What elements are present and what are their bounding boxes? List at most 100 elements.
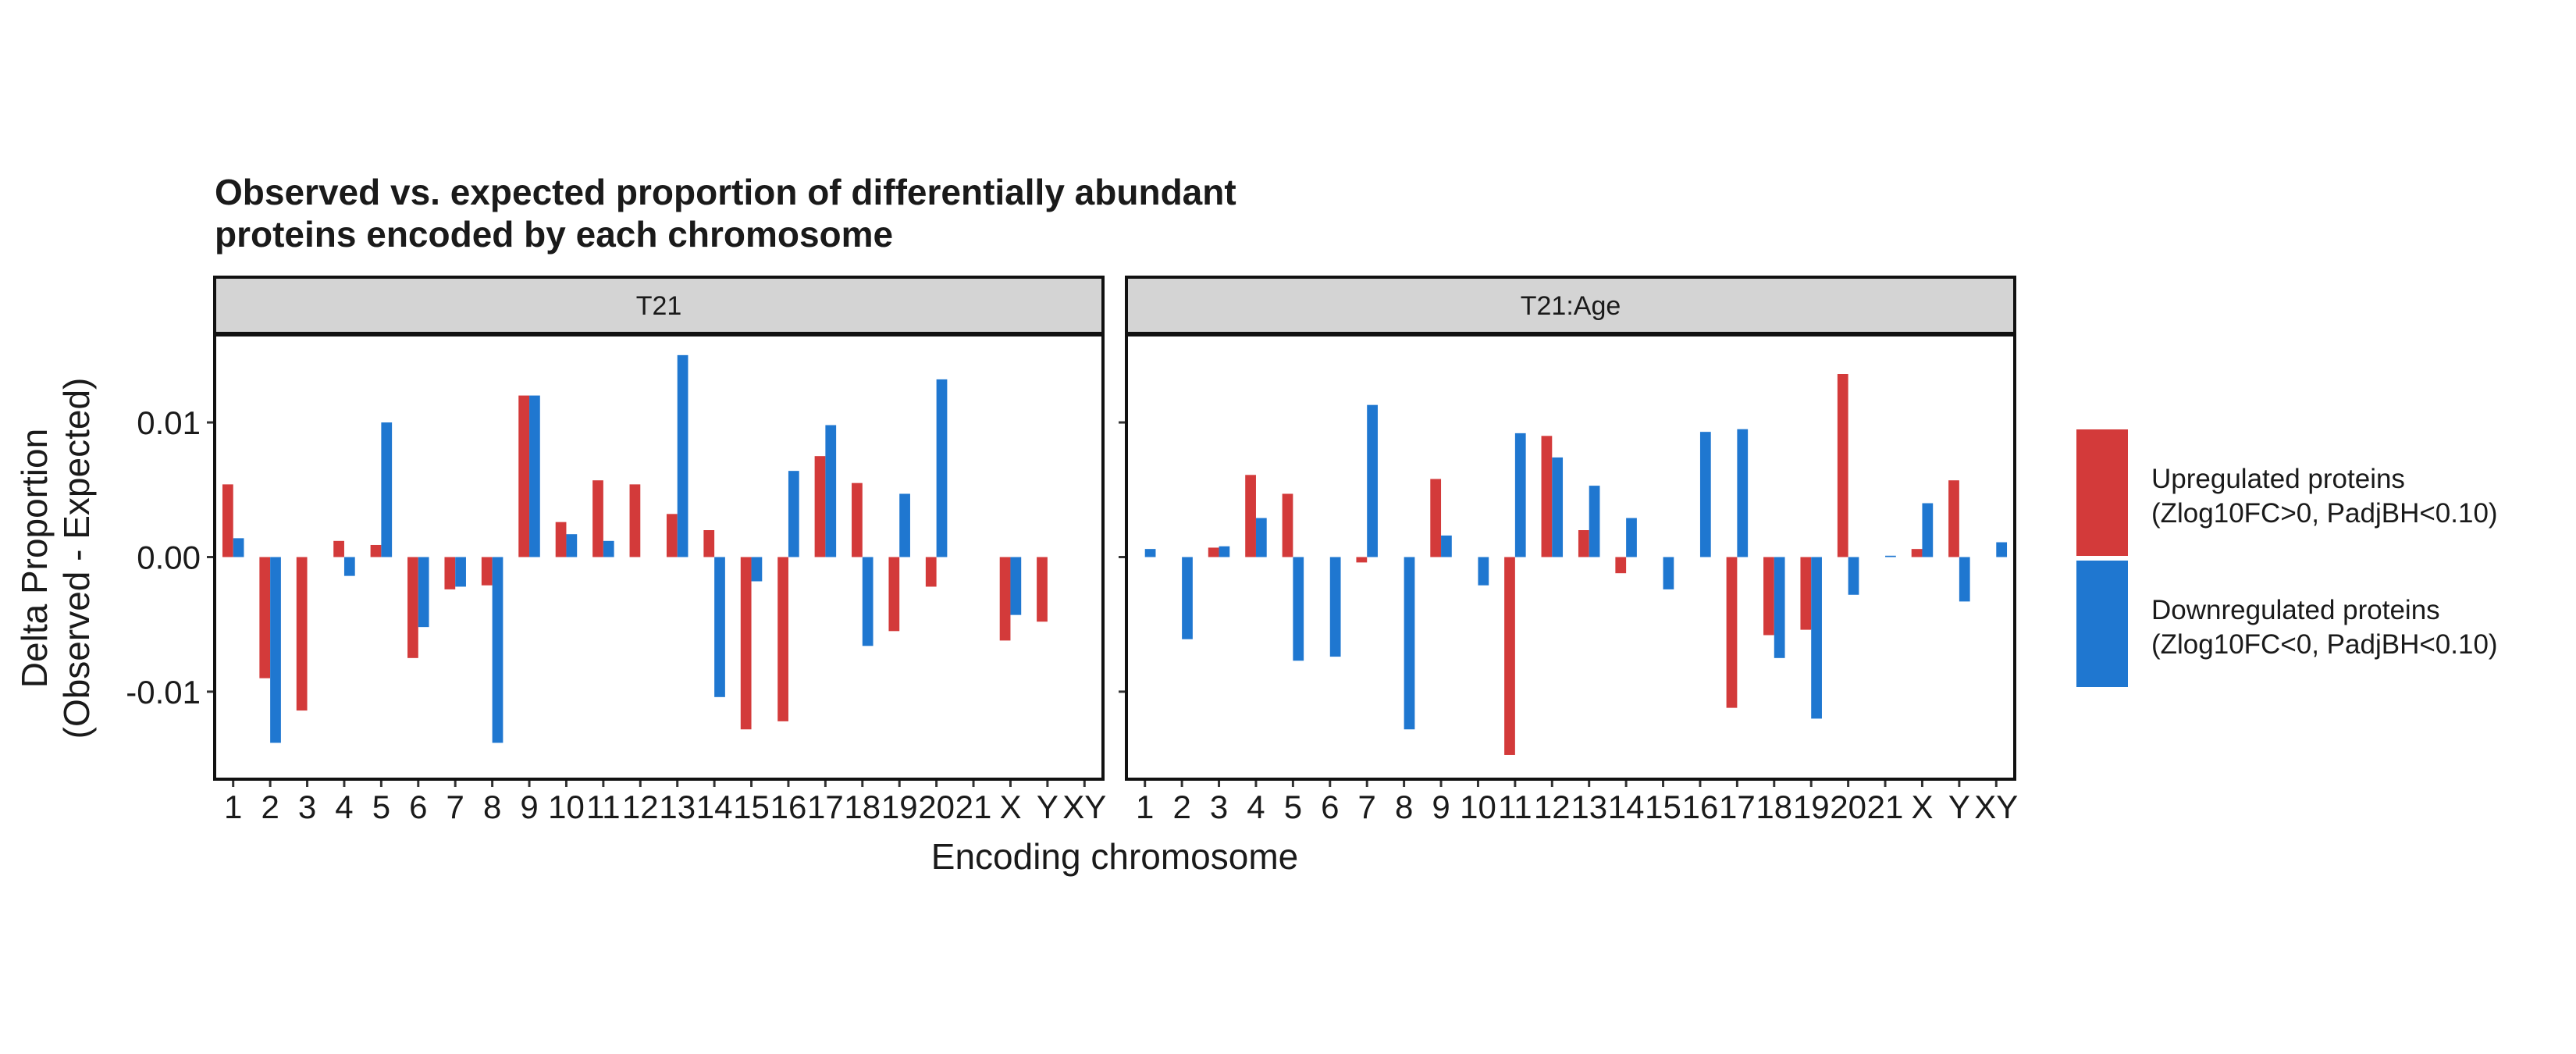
x-tick-label: 19	[881, 789, 918, 825]
x-tick-label: 20	[1830, 789, 1866, 825]
bar-down-chr-5	[1293, 557, 1304, 661]
bar-down-chr-19	[899, 493, 910, 557]
bar-up-chr-19	[1800, 557, 1812, 630]
bar-up-chr-Y	[1948, 480, 1959, 557]
bar-down-chr-17	[825, 425, 837, 557]
bar-down-chr-7	[1367, 404, 1378, 557]
bar-up-chr-11	[592, 480, 603, 557]
x-tick-label: 17	[807, 789, 844, 825]
bar-down-chr-10	[1478, 557, 1489, 586]
bar-down-chr-X	[1922, 503, 1934, 557]
bar-up-chr-1	[222, 484, 233, 557]
bar-down-chr-20	[936, 379, 948, 557]
bar-down-chr-11	[603, 540, 614, 557]
bar-down-chr-6	[1329, 557, 1341, 657]
bar-down-chr-1	[233, 538, 244, 557]
bar-down-chr-15	[751, 557, 763, 582]
bar-up-chr-7	[444, 557, 456, 589]
legend-label-up: Upregulated proteins	[2151, 464, 2405, 494]
bar-down-chr-XY	[1996, 542, 2008, 557]
bar-up-chr-13	[666, 514, 678, 557]
bar-down-chr-17	[1737, 429, 1749, 557]
bar-up-chr-10	[555, 522, 567, 557]
x-tick-label: 7	[1358, 789, 1376, 825]
x-tick-label: 21	[955, 789, 992, 825]
bar-up-chr-4	[333, 540, 344, 557]
bar-down-chr-9	[529, 395, 540, 557]
y-axis-title-line-2: (Observed - Expected)	[56, 378, 97, 739]
x-tick-label: Y	[1037, 789, 1059, 825]
y-tick-label: 0.01	[137, 404, 201, 441]
legend-label-detail-down: (Zlog10FC<0, PadjBH<0.10)	[2151, 629, 2498, 660]
bar-down-chr-2	[270, 557, 281, 743]
x-tick-label: 7	[447, 789, 464, 825]
bar-up-chr-5	[1282, 493, 1293, 557]
bar-up-chr-4	[1245, 475, 1256, 557]
x-tick-label: 11	[586, 789, 621, 825]
bar-up-chr-20	[1837, 374, 1848, 557]
bar-down-chr-6	[418, 557, 429, 628]
x-tick-label: 18	[1756, 789, 1792, 825]
bar-up-chr-19	[888, 557, 900, 632]
x-tick-label: X	[999, 789, 1021, 825]
bar-up-chr-13	[1578, 530, 1589, 557]
bar-down-chr-Y	[1959, 557, 1970, 602]
x-tick-label: 9	[1432, 789, 1450, 825]
chart-title-line-1: Observed vs. expected proportion of diff…	[215, 172, 1236, 212]
x-tick-label: 4	[335, 789, 353, 825]
x-tick-label: 6	[409, 789, 427, 825]
legend-key-up	[2076, 429, 2128, 556]
bar-down-chr-4	[343, 557, 355, 576]
x-tick-label: 5	[372, 789, 390, 825]
bar-down-chr-9	[1441, 535, 1452, 557]
bar-up-chr-9	[518, 395, 530, 557]
bar-up-chr-18	[852, 482, 863, 557]
bar-up-chr-X	[1911, 549, 1923, 557]
x-tick-label: 8	[1395, 789, 1413, 825]
x-tick-label: 20	[918, 789, 955, 825]
bar-down-chr-14	[714, 557, 725, 697]
x-tick-label: 14	[696, 789, 733, 825]
x-axis-title: Encoding chromosome	[931, 836, 1298, 877]
x-tick-label: 16	[770, 789, 807, 825]
bar-down-chr-3	[1219, 546, 1230, 557]
x-tick-label: 15	[733, 789, 770, 825]
bar-down-chr-13	[1589, 486, 1600, 557]
bar-up-chr-2	[259, 557, 271, 678]
bar-up-chr-17	[1726, 557, 1738, 708]
y-tick-label: 0.00	[137, 539, 201, 576]
x-tick-label: 16	[1682, 789, 1719, 825]
x-tick-label: 14	[1608, 789, 1645, 825]
bar-down-chr-15	[1663, 557, 1674, 589]
chart-title-line-2: proteins encoded by each chromosome	[215, 214, 893, 255]
x-tick-label: 19	[1793, 789, 1830, 825]
bar-up-chr-16	[777, 557, 788, 721]
x-tick-label: 11	[1498, 789, 1532, 825]
x-tick-label: XY	[1062, 789, 1106, 825]
x-tick-label: 12	[622, 789, 659, 825]
x-tick-label: 13	[1571, 789, 1607, 825]
bar-up-chr-20	[925, 557, 937, 587]
bar-down-chr-X	[1010, 557, 1022, 615]
bar-down-chr-14	[1626, 518, 1637, 557]
bar-up-chr-8	[481, 557, 493, 586]
x-tick-label: 17	[1719, 789, 1756, 825]
bar-down-chr-10	[566, 534, 578, 557]
y-axis-title-line-1: Delta Proportion	[14, 429, 55, 688]
bar-down-chr-11	[1514, 433, 1526, 557]
bar-up-chr-14	[703, 530, 715, 557]
facet-strip	[1125, 276, 2016, 335]
x-tick-label: 10	[1460, 789, 1496, 825]
x-tick-label: 10	[548, 789, 585, 825]
bar-up-chr-6	[407, 557, 418, 658]
x-tick-label: 3	[298, 789, 316, 825]
legend-key-down	[2076, 561, 2128, 687]
bar-down-chr-16	[788, 471, 799, 557]
x-tick-label: 2	[261, 789, 279, 825]
facet-strip	[213, 276, 1105, 335]
bar-up-chr-18	[1763, 557, 1774, 636]
y-tick-label: -0.01	[126, 674, 201, 710]
bar-down-chr-8	[1404, 557, 1415, 730]
x-tick-label: 9	[520, 789, 538, 825]
